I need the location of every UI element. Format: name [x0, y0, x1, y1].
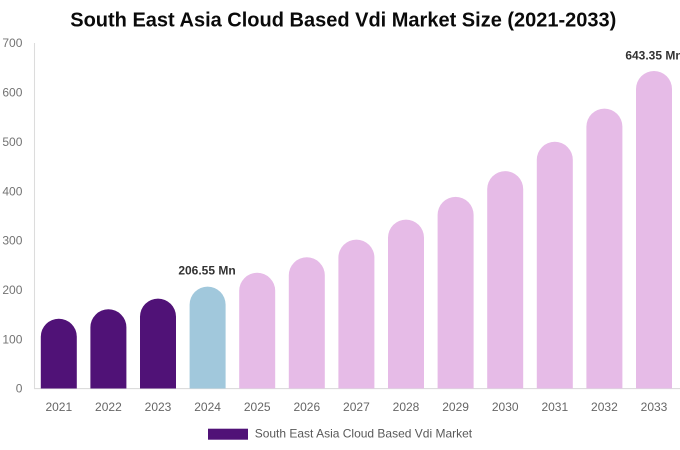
svg-text:2021: 2021	[45, 400, 72, 414]
svg-text:700: 700	[2, 36, 22, 50]
svg-text:2027: 2027	[343, 400, 370, 414]
svg-text:2025: 2025	[244, 400, 271, 414]
svg-text:2032: 2032	[591, 400, 618, 414]
svg-text:2024: 2024	[194, 400, 221, 414]
svg-text:206.55 Mn: 206.55 Mn	[178, 264, 235, 278]
svg-text:300: 300	[2, 234, 22, 248]
svg-text:2030: 2030	[492, 400, 519, 414]
svg-text:South East Asia Cloud Based Vd: South East Asia Cloud Based Vdi Market	[255, 427, 473, 441]
svg-text:643.35 Mn: 643.35 Mn	[625, 49, 680, 63]
svg-text:South East Asia Cloud Based Vd: South East Asia Cloud Based Vdi Market S…	[70, 10, 616, 32]
svg-text:0: 0	[16, 382, 23, 396]
svg-text:2029: 2029	[442, 400, 469, 414]
svg-text:200: 200	[2, 283, 22, 297]
svg-text:2022: 2022	[95, 400, 122, 414]
svg-text:2031: 2031	[541, 400, 568, 414]
svg-text:2026: 2026	[293, 400, 320, 414]
svg-text:100: 100	[2, 332, 22, 346]
svg-text:500: 500	[2, 135, 22, 149]
svg-text:2033: 2033	[641, 400, 668, 414]
svg-text:400: 400	[2, 184, 22, 198]
svg-text:2028: 2028	[393, 400, 420, 414]
svg-text:600: 600	[2, 86, 22, 100]
svg-text:2023: 2023	[145, 400, 172, 414]
